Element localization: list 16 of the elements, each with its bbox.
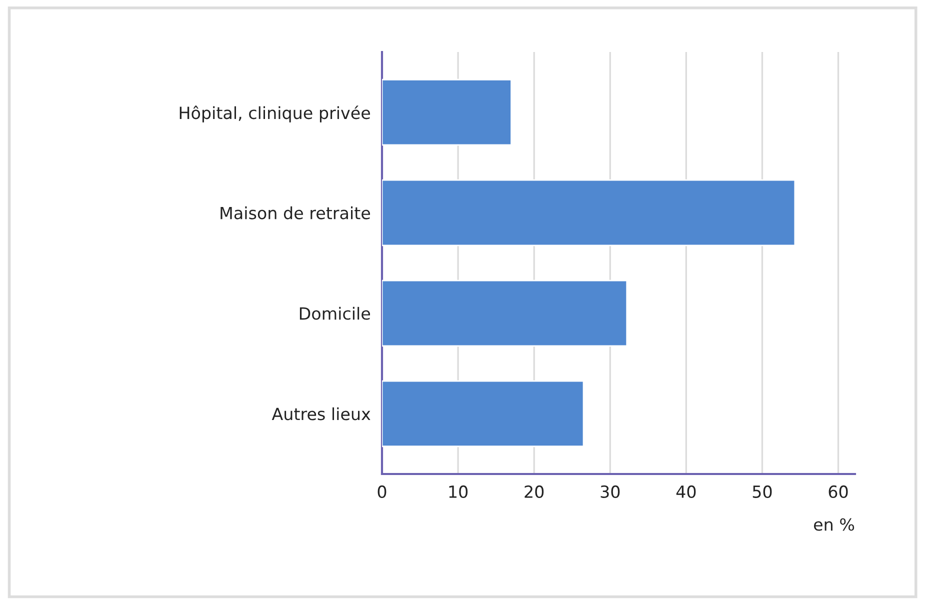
x-tick-label: 60	[828, 485, 848, 498]
x-tick-label: 30	[600, 485, 620, 498]
x-tick-label: 40	[676, 485, 696, 498]
y-tick-label: Hôpital, clinique privée	[180, 106, 370, 122]
x-tick-label: 0	[378, 485, 386, 498]
y-tick-label: Autres lieux	[272, 407, 370, 420]
x-tick-label: 20	[524, 485, 544, 498]
x-axis-title: en %	[814, 518, 854, 531]
bar	[382, 179, 796, 246]
x-tick-label: 50	[752, 485, 772, 498]
bar	[382, 380, 584, 448]
x-tick-label: 10	[449, 485, 468, 498]
bar	[382, 78, 512, 146]
bar	[382, 280, 628, 347]
y-tick-label: Domicile	[300, 306, 370, 320]
y-tick-label: Maison de retraite	[220, 206, 370, 220]
